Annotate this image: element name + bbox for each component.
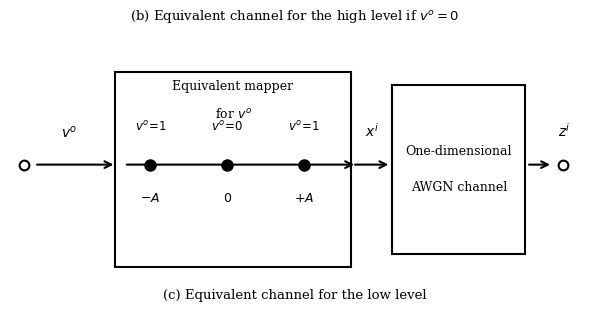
Text: $v^o\!=\!1$: $v^o\!=\!1$ — [288, 120, 320, 134]
Text: $v^o\!=\!1$: $v^o\!=\!1$ — [135, 120, 166, 134]
Text: $-A$: $-A$ — [140, 192, 160, 205]
Bar — [392, 85, 525, 254]
Text: AWGN channel: AWGN channel — [411, 181, 507, 194]
Text: (b) Equivalent channel for the high level if $v^o = 0$: (b) Equivalent channel for the high leve… — [130, 8, 460, 25]
Text: (c) Equivalent channel for the low level: (c) Equivalent channel for the low level — [163, 289, 427, 302]
Text: $v^o\!=\!0$: $v^o\!=\!0$ — [211, 120, 243, 134]
Text: $z^i$: $z^i$ — [558, 122, 571, 140]
Text: $x^i$: $x^i$ — [365, 122, 379, 140]
Text: $v^o$: $v^o$ — [61, 124, 77, 140]
Text: $+A$: $+A$ — [294, 192, 314, 205]
Bar — [115, 72, 351, 267]
Text: One-dimensional: One-dimensional — [405, 145, 512, 158]
Text: $0$: $0$ — [222, 192, 232, 205]
Text: Equivalent mapper: Equivalent mapper — [172, 80, 294, 93]
Text: for $v^o$: for $v^o$ — [215, 107, 251, 121]
